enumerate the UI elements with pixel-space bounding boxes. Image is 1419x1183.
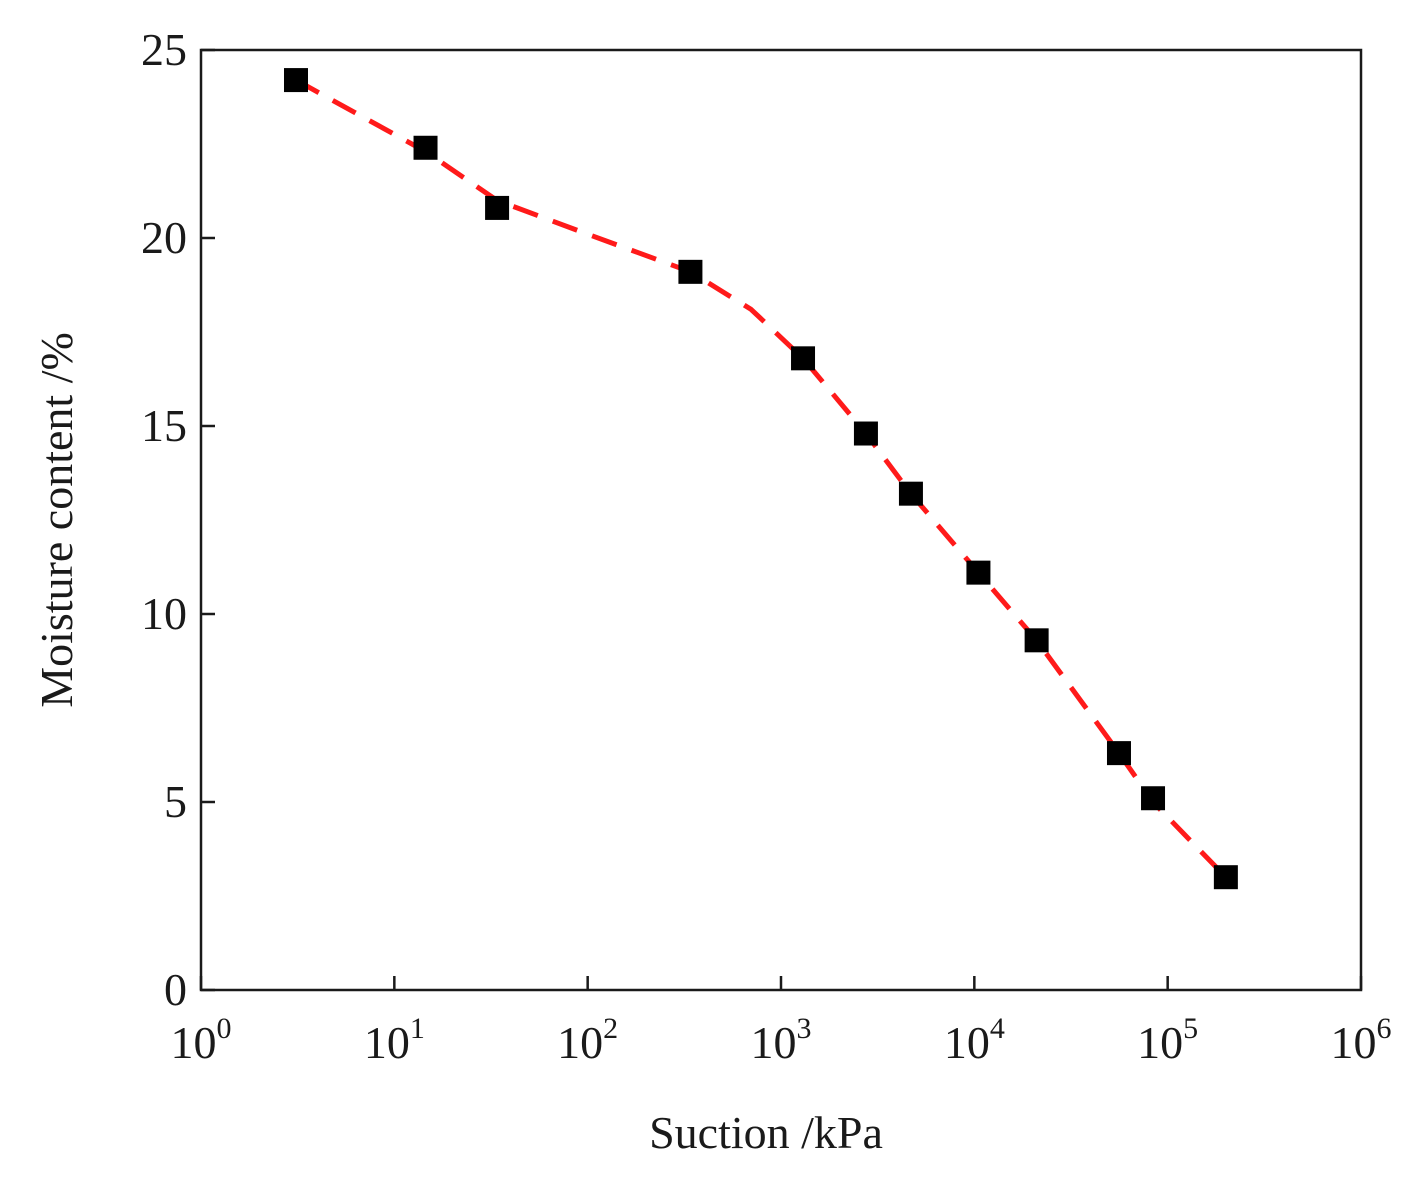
data-points-layer: [283, 68, 1238, 890]
x-tick-exponent: 0: [217, 1012, 232, 1045]
data-point: [1106, 741, 1131, 766]
x-tick-label: 103: [751, 1012, 812, 1068]
y-tick-label: 15: [141, 400, 187, 451]
data-point: [1024, 628, 1049, 653]
y-tick-label: 0: [164, 964, 187, 1015]
x-tick-base: 10: [751, 1017, 797, 1068]
x-tick-base: 10: [1331, 1017, 1377, 1068]
y-tick-label: 25: [141, 24, 187, 75]
data-point: [413, 135, 438, 160]
x-tick-exponent: 1: [410, 1012, 425, 1045]
x-tick-label: 104: [944, 1012, 1005, 1068]
y-tick-label: 10: [141, 588, 187, 639]
data-point: [1213, 865, 1238, 890]
data-point: [853, 421, 878, 446]
y-axis-label: Moisture content /%: [31, 332, 82, 708]
x-tick-base: 10: [1137, 1017, 1183, 1068]
fit-line-layer: [294, 77, 1228, 879]
x-tick-label: 102: [557, 1012, 618, 1068]
x-axis-label: Suction /kPa: [649, 1107, 883, 1158]
data-point: [966, 560, 991, 585]
x-tick-base: 10: [944, 1017, 990, 1068]
x-tick-exponent: 4: [990, 1012, 1005, 1045]
y-axis-ticks: 0 5 10 15 20 25: [141, 24, 215, 1015]
fit-curve-line: [294, 77, 1228, 879]
x-tick-base: 10: [171, 1017, 217, 1068]
x-axis-ticks: 100 101 102 103 104 105 106: [171, 976, 1392, 1068]
x-tick-base: 10: [557, 1017, 603, 1068]
data-point: [791, 346, 816, 371]
x-tick-label: 100: [171, 1012, 232, 1068]
data-point: [283, 68, 308, 93]
y-tick-label: 5: [164, 776, 187, 827]
data-point: [678, 259, 703, 284]
x-tick-label: 101: [364, 1012, 425, 1068]
x-tick-exponent: 5: [1183, 1012, 1198, 1045]
data-point: [898, 481, 923, 506]
data-point: [1141, 786, 1166, 811]
y-tick-label: 20: [141, 212, 187, 263]
data-point: [485, 195, 510, 220]
x-tick-exponent: 6: [1377, 1012, 1392, 1045]
x-tick-base: 10: [364, 1017, 410, 1068]
x-tick-exponent: 2: [603, 1012, 618, 1045]
x-tick-label: 106: [1331, 1012, 1392, 1068]
plot-frame: [199, 48, 1363, 992]
x-tick-label: 105: [1137, 1012, 1198, 1068]
x-tick-exponent: 3: [797, 1012, 812, 1045]
